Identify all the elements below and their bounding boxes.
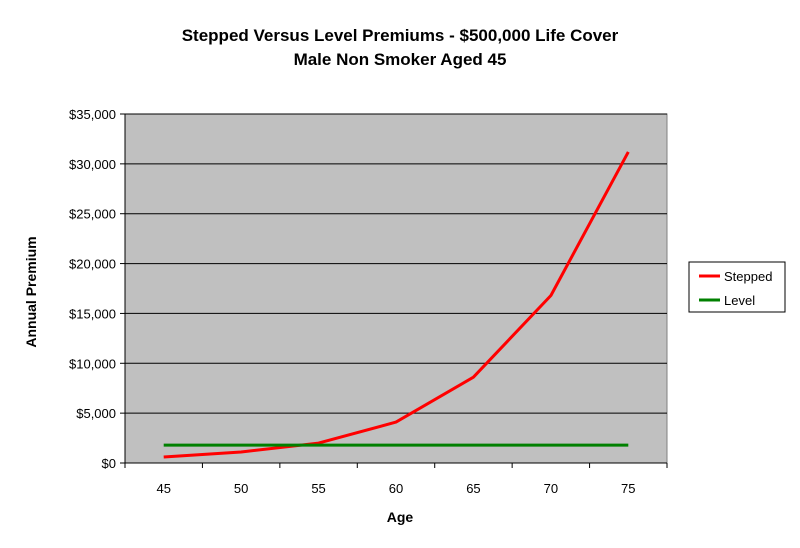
gridlines	[125, 113, 667, 414]
plot-area	[124, 113, 668, 464]
series-line-stepped	[163, 151, 630, 459]
y-tick-label: $15,000	[69, 306, 116, 321]
x-axis-ticks: 45 50 55 60 65 70 75	[124, 463, 668, 496]
x-tick-label: 60	[389, 481, 403, 496]
legend-box	[688, 261, 786, 313]
x-tick-label: 45	[156, 481, 170, 496]
x-tick-label: 75	[621, 481, 635, 496]
legend-label-level: Level	[724, 293, 755, 308]
y-tick-label: $30,000	[69, 157, 116, 172]
axes	[124, 114, 667, 464]
x-tick-label: 70	[544, 481, 558, 496]
y-tick-label: $0	[102, 456, 116, 471]
y-axis-ticks: $0 $5,000 $10,000 $15,000 $20,000 $25,000 $30,…	[69, 107, 125, 471]
chart-subtitle: Male Non Smoker Aged 45	[294, 50, 507, 69]
x-tick-label: 55	[311, 481, 325, 496]
y-tick-label: $20,000	[69, 257, 116, 272]
x-tick-label: 50	[234, 481, 248, 496]
y-tick-label: $25,000	[69, 207, 116, 222]
series-lines	[163, 151, 630, 459]
chart-title: Stepped Versus Level Premiums - $500,000…	[182, 26, 619, 45]
legend-label-stepped: Stepped	[724, 269, 772, 284]
y-tick-label: $10,000	[69, 356, 116, 371]
x-axis-title: Age	[387, 509, 414, 525]
y-axis-title: Annual Premium	[23, 236, 39, 347]
y-tick-label: $5,000	[76, 406, 116, 421]
legend: Stepped Level	[688, 261, 786, 313]
x-tick-label: 65	[466, 481, 480, 496]
y-tick-label: $35,000	[69, 107, 116, 122]
